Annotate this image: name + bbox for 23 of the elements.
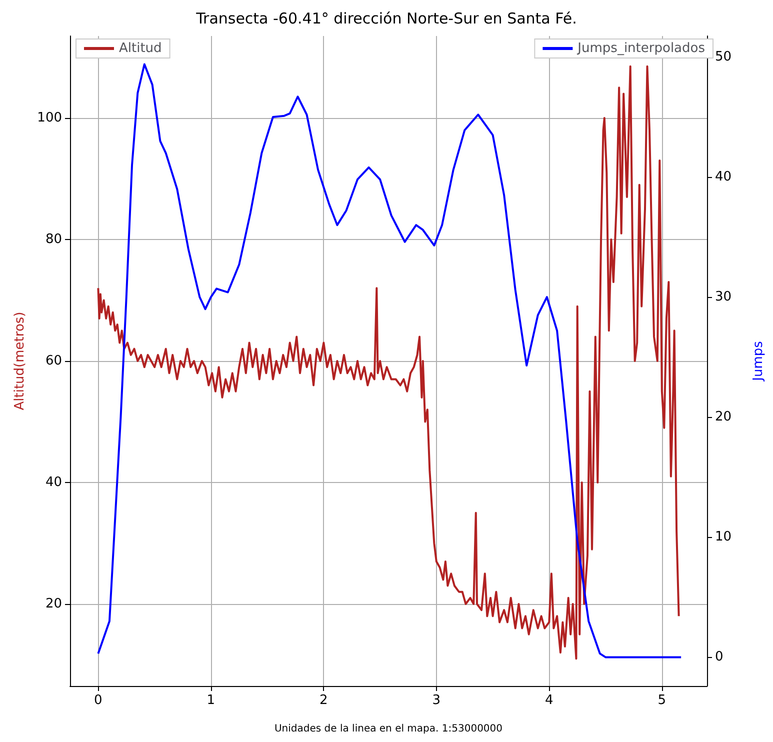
- y2-tick-label: 50: [715, 50, 732, 65]
- chart-title: Transecta -60.41° dirección Norte-Sur en Santa Fé.: [195, 10, 577, 28]
- y2-tick-label: 30: [715, 290, 732, 305]
- y-tick-label: 60: [45, 354, 62, 368]
- y-tick-label: 20: [45, 596, 62, 612]
- x-tick-label: 0: [94, 693, 102, 708]
- y2-tick-label: 40: [715, 170, 732, 185]
- y2-tick-label: 0: [715, 650, 724, 665]
- x-tick-label: 5: [658, 693, 666, 708]
- x-tick-label: 3: [432, 693, 441, 708]
- y-tick-label: 80: [45, 232, 62, 248]
- x-tick-label: 2: [320, 693, 328, 708]
- y-axis-title: Altitud(metros): [12, 312, 28, 410]
- x-axis-title: Unidades de la linea en el mapa. 1:53000000: [274, 724, 503, 734]
- y-tick-label: 40: [45, 474, 62, 490]
- y2-axis-title: Jumps: [751, 340, 766, 382]
- legend-label: Jumps_interpolados: [576, 41, 706, 56]
- x-tick-label: 4: [545, 693, 554, 708]
- x-tick-label: 1: [206, 693, 216, 708]
- y2-tick-label: 10: [715, 530, 732, 545]
- y2-tick-label: 20: [715, 410, 732, 425]
- legend-label: Altitud: [119, 41, 162, 56]
- y-tick-label: 100: [37, 110, 62, 126]
